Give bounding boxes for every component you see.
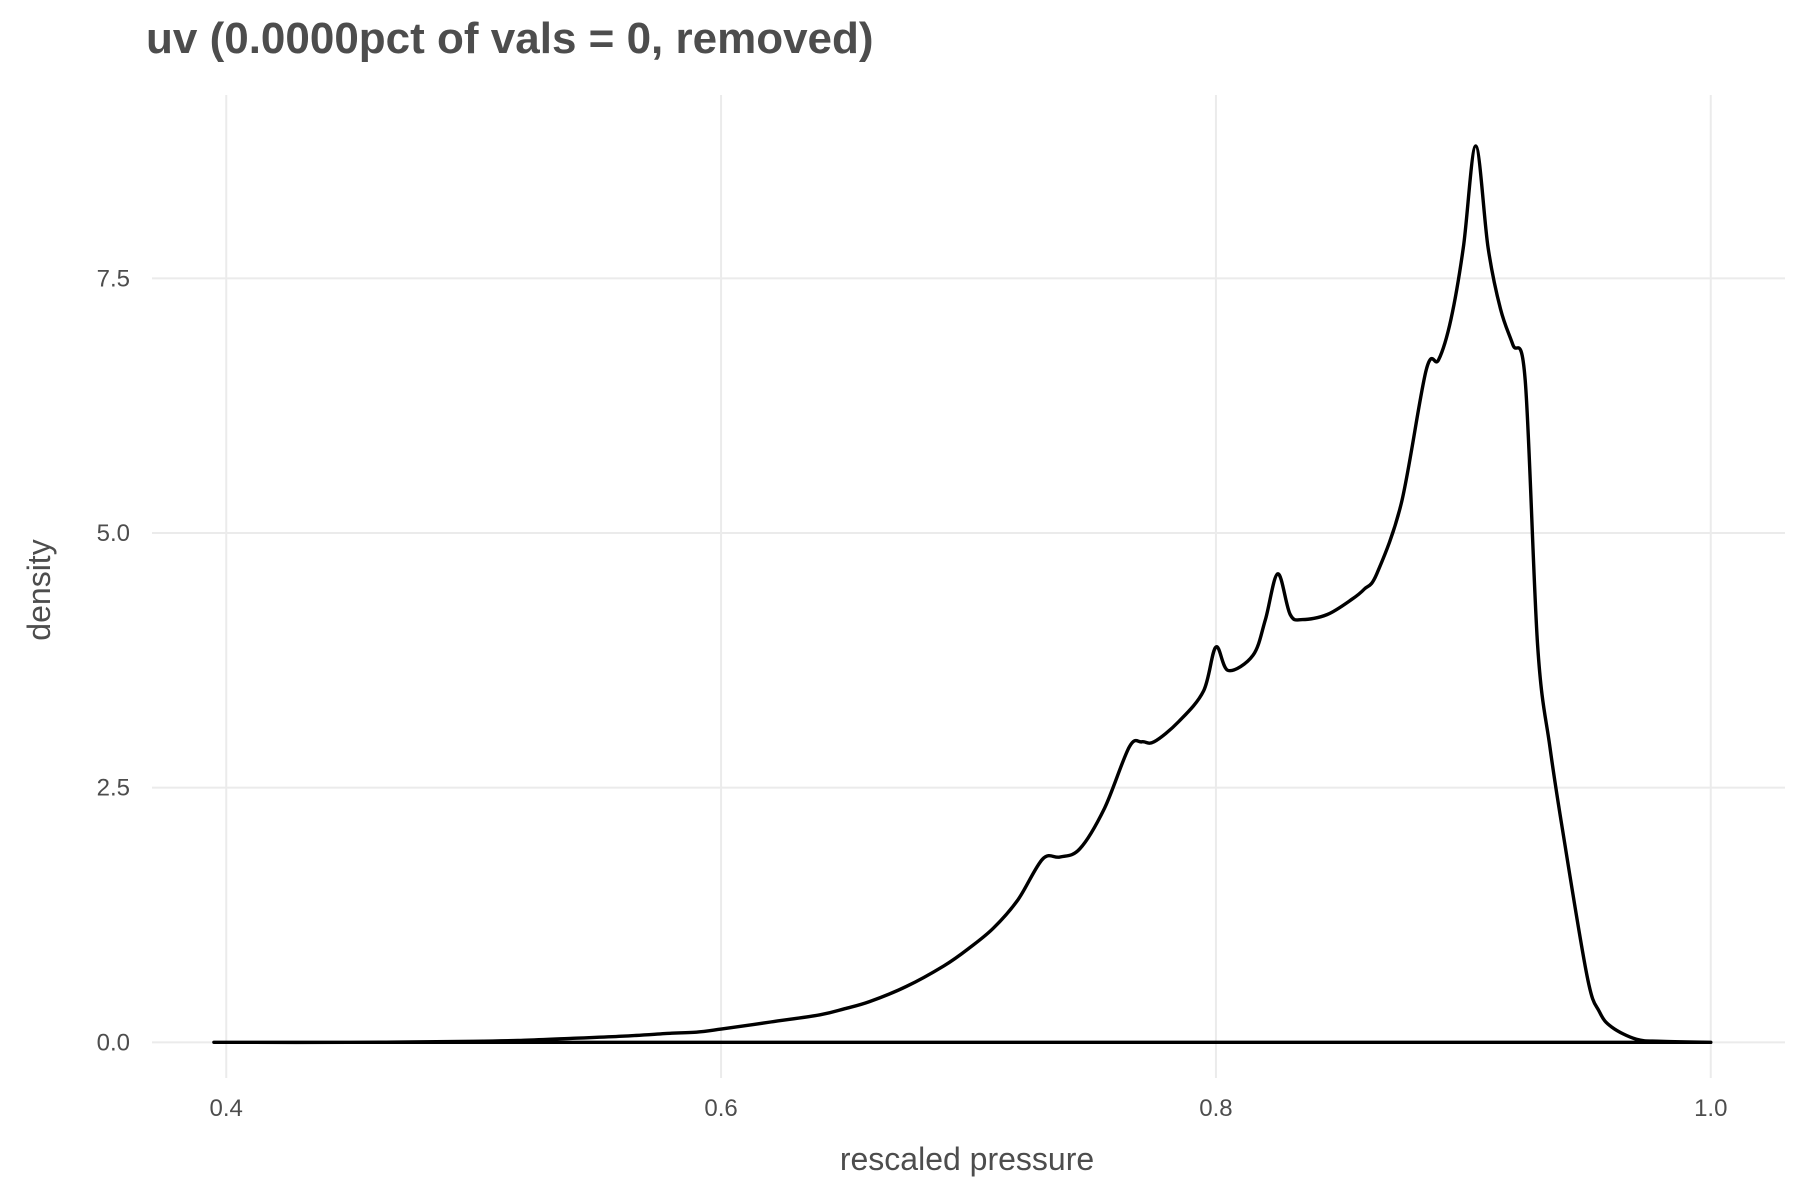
x-tick-label: 0.4	[210, 1095, 243, 1122]
y-tick-label: 2.5	[97, 775, 130, 802]
density-curve	[212, 144, 1713, 1045]
x-tick-label: 0.6	[704, 1095, 737, 1122]
density-series	[212, 144, 1713, 1045]
x-tick-label: 0.8	[1199, 1095, 1232, 1122]
chart-title: uv (0.0000pct of vals = 0, removed)	[146, 14, 874, 63]
y-tick-label: 0.0	[97, 1029, 130, 1056]
x-axis-title: rescaled pressure	[840, 1141, 1094, 1177]
x-tick-label: 1.0	[1694, 1095, 1727, 1122]
tick-labels: 0.4 0.6 0.8 1.0 0.0 2.5 5.0 7.5	[97, 265, 1728, 1122]
y-tick-label: 7.5	[97, 265, 130, 292]
y-axis-title: density	[21, 539, 57, 640]
y-tick-label: 5.0	[97, 520, 130, 547]
grid-lines	[152, 95, 1785, 1078]
